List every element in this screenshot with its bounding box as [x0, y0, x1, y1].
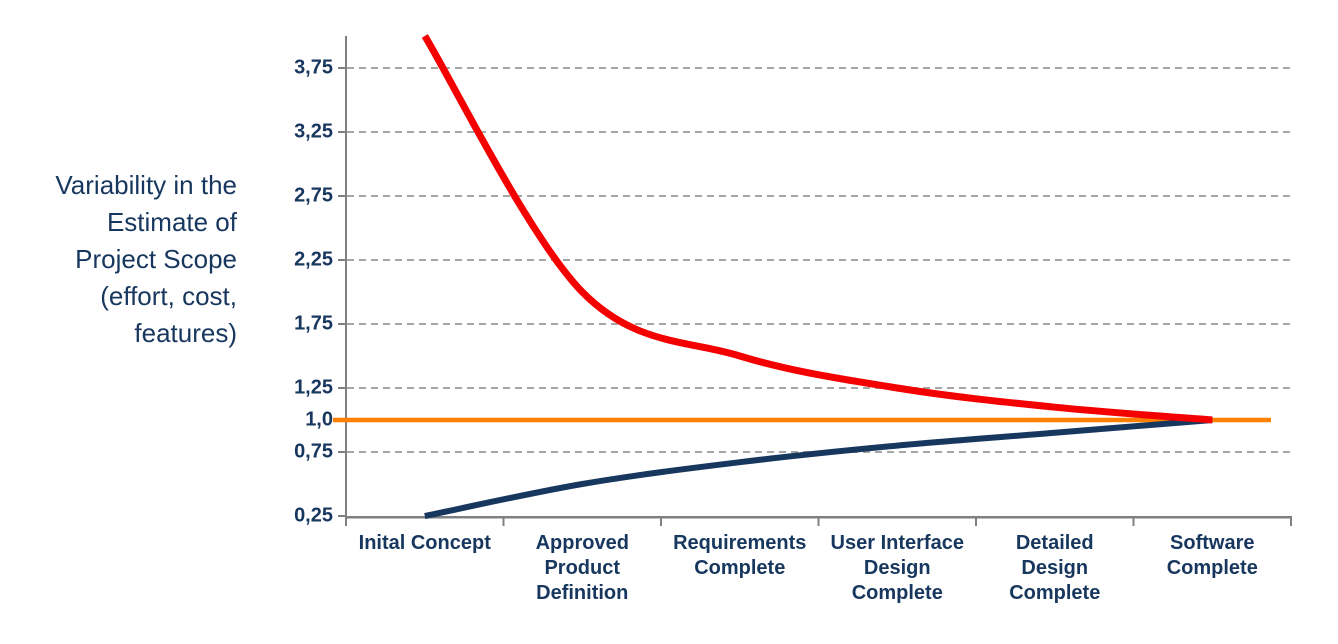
y-tick-label: 3,25	[294, 120, 333, 143]
x-category-label: Software Complete	[1166, 532, 1258, 579]
x-category-label: Inital Concept	[358, 532, 491, 554]
y-tick-label: 0,75	[294, 440, 333, 463]
y-tick-label: 1,0	[305, 408, 333, 431]
y-tick-label: 0,25	[294, 504, 333, 527]
y-tick-label: 3,75	[294, 56, 333, 79]
y-axis-title: Variability in the Estimate of Project S…	[55, 170, 237, 348]
x-category-label: Approved Product Definition	[535, 532, 629, 604]
x-category-label: Detailed Design Complete	[1009, 532, 1101, 604]
upper-estimate-line	[421, 34, 1213, 424]
y-tick-label: 2,25	[294, 248, 333, 271]
lower-estimate-line	[424, 417, 1213, 519]
x-category-label: Requirements Complete	[673, 532, 807, 579]
y-tick-label: 2,75	[294, 184, 333, 207]
y-tick-label: 1,75	[294, 312, 333, 335]
x-category-label: User Interface Design Complete	[830, 532, 964, 604]
y-tick-label: 1,25	[294, 376, 333, 399]
